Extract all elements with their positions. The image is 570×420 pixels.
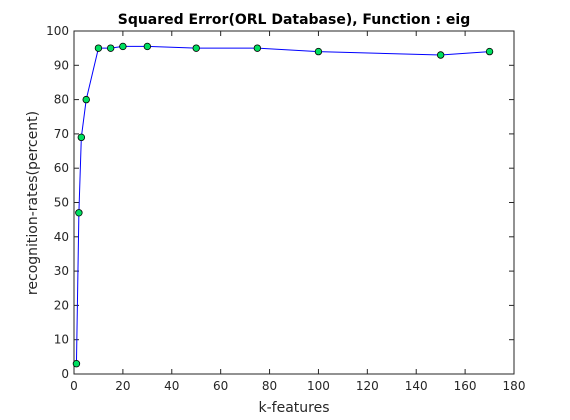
- y-tick-label: 30: [54, 264, 69, 278]
- x-tick-label: 180: [503, 379, 526, 393]
- y-tick-label: 10: [54, 333, 69, 347]
- data-point: [143, 42, 152, 51]
- data-point: [119, 42, 127, 51]
- plot-axes: 0 20 40 60 80 100 120 140 160 180 0 10 20 30 40 50 60 70 8…: [46, 24, 525, 393]
- x-tick-label: 20: [115, 379, 130, 393]
- y-tick-label: 40: [54, 230, 69, 244]
- data-point: [253, 44, 262, 52]
- data-point: [94, 44, 103, 52]
- x-tick-label: 160: [454, 379, 477, 393]
- y-tick-label: 50: [54, 196, 69, 210]
- data-point: [82, 95, 90, 104]
- x-tick-label: 100: [307, 379, 330, 393]
- series-layer: [72, 42, 494, 368]
- y-tick-label: 90: [54, 58, 69, 72]
- data-point: [77, 133, 86, 142]
- data-point: [106, 44, 115, 52]
- y-tick-label: 20: [54, 298, 69, 312]
- x-tick-label: 0: [70, 379, 78, 393]
- chart-title: Squared Error(ORL Database), Function : …: [118, 12, 471, 28]
- y-tick-label: 80: [54, 93, 69, 107]
- plot-frame: [73, 30, 515, 375]
- y-tick-label: 100: [46, 24, 69, 38]
- data-point: [314, 47, 323, 56]
- x-tick-label: 80: [262, 379, 277, 393]
- x-tick-label: 140: [405, 379, 428, 393]
- y-axis-label: recognition-rates(percent): [25, 111, 41, 295]
- data-point: [72, 360, 81, 368]
- data-point: [192, 44, 200, 52]
- x-axis-label: k-features: [259, 400, 330, 416]
- x-tick-label: 120: [356, 379, 379, 393]
- y-tick-label: 0: [61, 367, 69, 381]
- data-point: [75, 209, 83, 217]
- y-tick-label: 60: [54, 161, 69, 175]
- y-tick-label: 70: [54, 127, 69, 141]
- data-point: [485, 47, 494, 56]
- data-point: [436, 51, 445, 59]
- x-tick-label: 60: [213, 379, 228, 393]
- x-tick-label: 40: [164, 379, 179, 393]
